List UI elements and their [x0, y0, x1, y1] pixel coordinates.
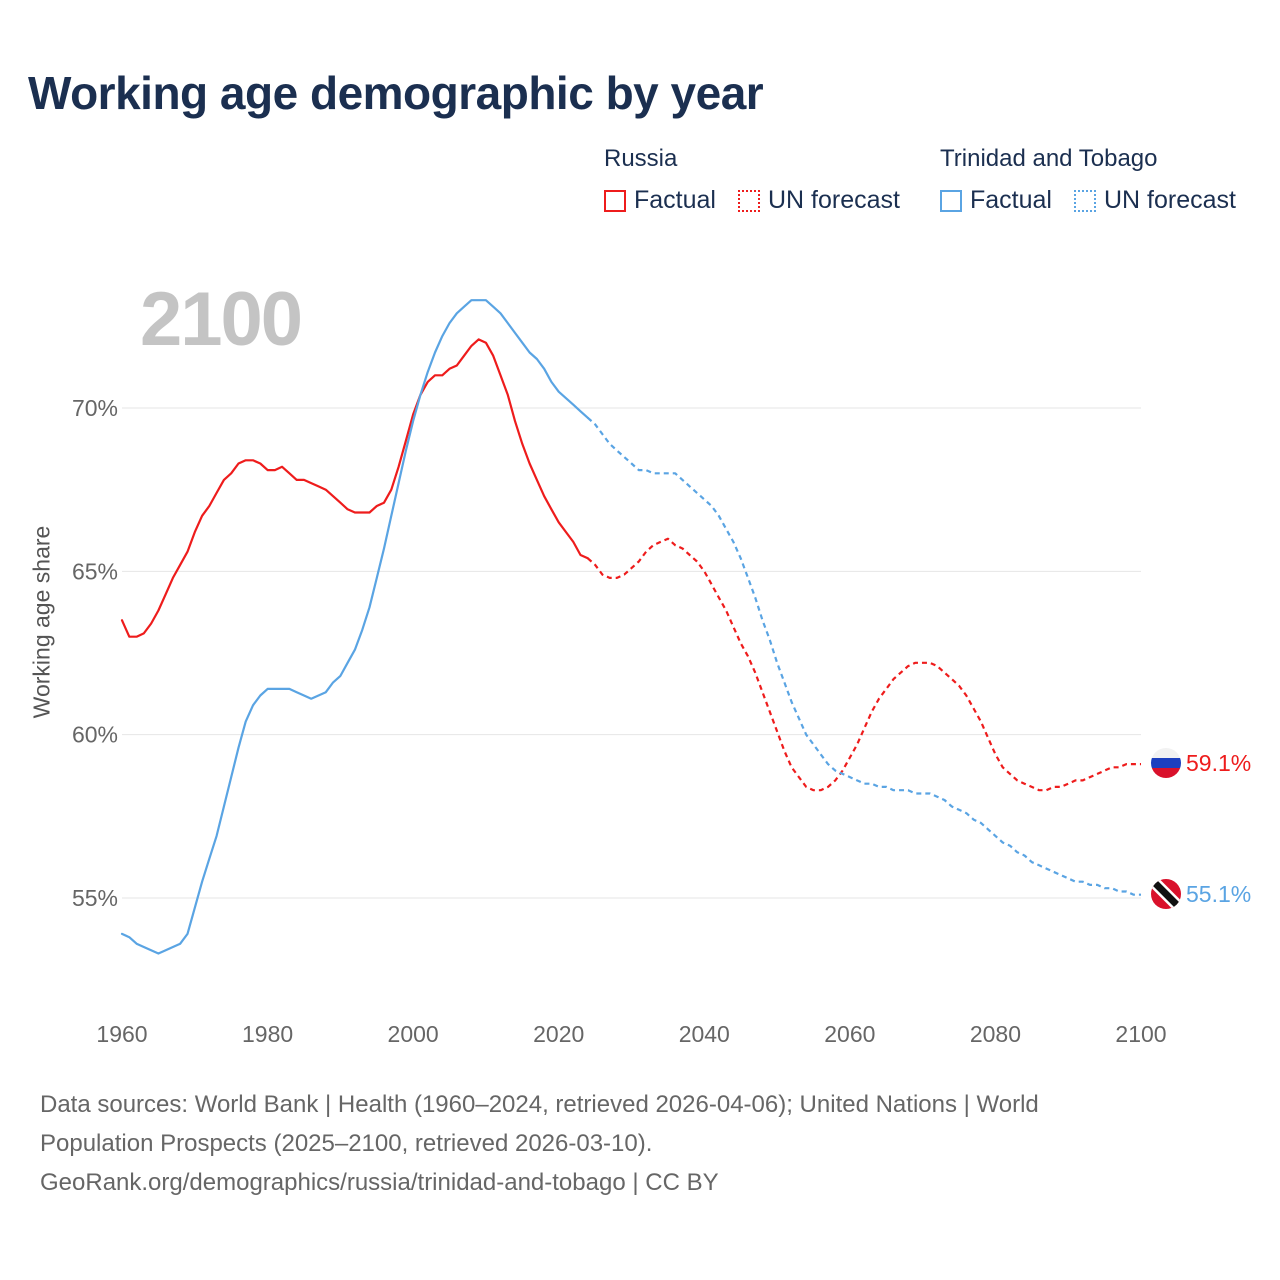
legend-swatch-dotted-blue [1074, 189, 1096, 212]
legend-trinidad-factual-label: Factual [970, 186, 1052, 214]
footer-sources: Data sources: World Bank | Health (1960–… [40, 1085, 1240, 1202]
line-chart: 55% 60% 65% 70% 1960 1980 2000 2020 2040 2060 2080… [72, 299, 1251, 1047]
x-tick-label: 2080 [970, 1021, 1021, 1047]
legend-russia-factual-label: Factual [634, 186, 716, 214]
russia-forecast-line[interactable] [587, 537, 1141, 792]
x-tick-label: 1960 [96, 1021, 147, 1047]
legend-swatch-dotted-red [738, 189, 760, 212]
x-tick-label: 2020 [533, 1021, 584, 1047]
x-tick-label: 1980 [242, 1021, 293, 1047]
legend-russia-forecast[interactable]: UN forecast [738, 186, 900, 215]
russia-flag-icon [1151, 748, 1181, 778]
y-tick-label: 65% [72, 558, 118, 584]
legend-group-trinidad: Trinidad and Tobago [940, 145, 1158, 172]
legend-trinidad-forecast[interactable]: UN forecast [1074, 186, 1236, 215]
chart-title: Working age demographic by year [28, 67, 764, 119]
legend-swatch-solid-blue [940, 189, 962, 212]
russia-factual-line[interactable] [120, 338, 589, 638]
legend-trinidad-factual[interactable]: Factual [940, 186, 1052, 215]
trinidad-flag-icon [1151, 879, 1181, 909]
legend-group-russia: Russia [604, 145, 678, 172]
y-tick-label: 55% [72, 885, 118, 911]
trinidad-end-value: 55.1% [1186, 881, 1251, 907]
footer-line-2: Population Prospects (2025–2100, retriev… [40, 1130, 653, 1157]
y-tick-label: 60% [72, 722, 118, 748]
trinidad-forecast-line[interactable] [587, 416, 1141, 896]
y-tick-label: 70% [72, 395, 118, 421]
year-watermark: 2100 [140, 277, 303, 362]
trinidad-factual-line[interactable] [120, 299, 589, 955]
footer-line-1: Data sources: World Bank | Health (1960–… [40, 1091, 1039, 1118]
x-tick-label: 2100 [1115, 1021, 1166, 1047]
legend-russia-forecast-label: UN forecast [768, 186, 900, 214]
legend-trinidad-forecast-label: UN forecast [1104, 186, 1236, 214]
footer-line-3: GeoRank.org/demographics/russia/trinidad… [40, 1169, 719, 1196]
x-tick-label: 2060 [824, 1021, 875, 1047]
x-tick-label: 2040 [679, 1021, 730, 1047]
legend-swatch-solid-red [604, 189, 626, 212]
legend-russia-factual[interactable]: Factual [604, 186, 716, 215]
russia-end-value: 59.1% [1186, 750, 1251, 776]
x-tick-label: 2000 [388, 1021, 439, 1047]
